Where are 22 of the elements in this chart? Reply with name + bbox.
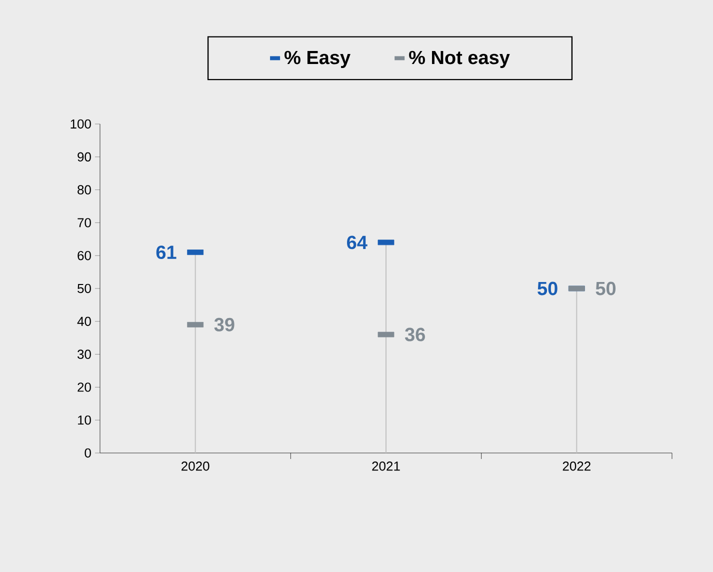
data-label: 36 — [404, 328, 425, 342]
y-tick-label: 70 — [78, 218, 91, 228]
x-tick-label: 2020 — [182, 462, 210, 471]
data-label: 50 — [596, 282, 616, 296]
y-tick-label: 60 — [78, 250, 91, 260]
y-tick-label: 80 — [78, 185, 91, 194]
data-label: 64 — [347, 236, 368, 250]
y-tick-label: 10 — [78, 415, 91, 425]
y-tick-label: 100 — [70, 119, 91, 129]
y-tick-label: 40 — [77, 316, 91, 326]
data-label: 50 — [538, 282, 558, 296]
x-tick-label: 2022 — [562, 462, 590, 471]
x-tick-label: 2021 — [372, 462, 400, 471]
y-tick-label: 90 — [78, 152, 91, 162]
y-tick-label: 0 — [84, 448, 91, 458]
y-tick-label: 30 — [78, 350, 91, 359]
legend-label: % Not easy — [409, 50, 510, 68]
y-tick-label: 20 — [78, 382, 91, 392]
legend-label: % Easy — [284, 50, 350, 68]
data-label: 39 — [214, 318, 234, 332]
data-label: 61 — [156, 246, 176, 260]
y-tick-label: 50 — [78, 284, 91, 294]
